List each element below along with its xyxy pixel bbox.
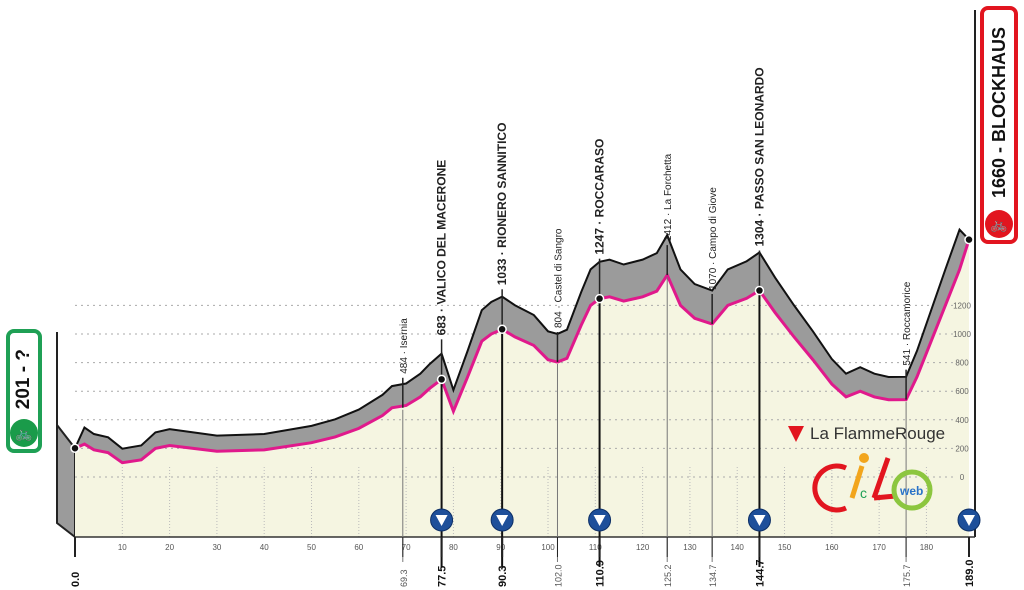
svg-text:800: 800	[955, 359, 969, 368]
finish-label: 1660 - BLOCKHAUS	[988, 26, 1009, 198]
svg-text:484 · Isernia: 484 · Isernia	[399, 318, 410, 374]
svg-text:170: 170	[872, 543, 886, 552]
svg-text:0: 0	[960, 473, 965, 482]
svg-text:90: 90	[496, 543, 505, 552]
svg-text:80: 80	[449, 543, 458, 552]
sprint-marker-icon	[588, 508, 612, 532]
svg-text:180: 180	[920, 543, 934, 552]
svg-text:600: 600	[955, 387, 969, 396]
svg-text:102.0: 102.0	[553, 564, 563, 587]
sprint-marker-icon	[747, 508, 771, 532]
svg-text:90.3: 90.3	[497, 566, 509, 587]
svg-text:1000: 1000	[953, 330, 971, 339]
svg-text:400: 400	[955, 416, 969, 425]
flamme-rouge-icon	[788, 426, 804, 442]
svg-text:120: 120	[636, 543, 650, 552]
svg-text:1070 · Campo di Giove: 1070 · Campo di Giove	[708, 187, 719, 290]
svg-text:50: 50	[307, 543, 316, 552]
svg-text:541 · Roccamorice: 541 · Roccamorice	[902, 281, 913, 365]
svg-text:150: 150	[778, 543, 792, 552]
svg-text:1200: 1200	[953, 301, 971, 310]
finish-badge: 1660 - BLOCKHAUS 🚲	[980, 6, 1018, 244]
svg-text:0.0: 0.0	[70, 572, 82, 587]
svg-text:1033 · RIONERO SANNITICO: 1033 · RIONERO SANNITICO	[495, 123, 509, 286]
start-badge: 201 - ? 🚲	[6, 329, 42, 453]
svg-text:web: web	[899, 484, 923, 498]
svg-text:100: 100	[541, 543, 555, 552]
cyclist-icon: 🚲	[10, 419, 38, 447]
sprint-marker-icon	[957, 508, 981, 532]
svg-text:c: c	[860, 485, 867, 501]
svg-text:175.7: 175.7	[902, 564, 912, 587]
svg-text:130: 130	[683, 543, 697, 552]
svg-text:30: 30	[212, 543, 221, 552]
svg-text:140: 140	[731, 543, 745, 552]
svg-text:70: 70	[402, 543, 411, 552]
svg-text:60: 60	[354, 543, 363, 552]
svg-text:110: 110	[589, 543, 602, 552]
sprint-marker-icon	[490, 508, 514, 532]
svg-text:20: 20	[165, 543, 174, 552]
svg-text:134.7: 134.7	[708, 564, 718, 587]
sprint-marker-icon	[430, 508, 454, 532]
svg-text:10: 10	[118, 543, 127, 552]
svg-text:144.7: 144.7	[754, 559, 766, 587]
svg-text:189.0: 189.0	[964, 559, 976, 587]
ciclo-web-logo: c web	[812, 453, 933, 513]
svg-text:69.3: 69.3	[399, 569, 409, 587]
flamme-rouge-text: La FlammeRouge	[810, 424, 946, 443]
svg-text:77.5: 77.5	[437, 566, 449, 587]
svg-text:200: 200	[955, 444, 969, 453]
svg-text:1247 · ROCCARASO: 1247 · ROCCARASO	[593, 139, 607, 255]
svg-text:160: 160	[825, 543, 839, 552]
svg-text:1304 · PASSO SAN LEONARDO: 1304 · PASSO SAN LEONARDO	[752, 67, 766, 246]
svg-text:125.2: 125.2	[663, 564, 673, 587]
svg-text:110.9: 110.9	[595, 560, 607, 587]
branding-logo: La FlammeRouge c web	[788, 424, 945, 519]
svg-text:1412 · La Forchetta: 1412 · La Forchetta	[663, 153, 674, 241]
start-label: 201 - ?	[13, 348, 34, 409]
svg-text:40: 40	[260, 543, 269, 552]
cyclist-icon: 🚲	[985, 210, 1013, 238]
svg-text:804 · Castel di Sangro: 804 · Castel di Sangro	[553, 228, 564, 328]
svg-text:683 · VALICO DEL MACERONE: 683 · VALICO DEL MACERONE	[435, 160, 449, 336]
